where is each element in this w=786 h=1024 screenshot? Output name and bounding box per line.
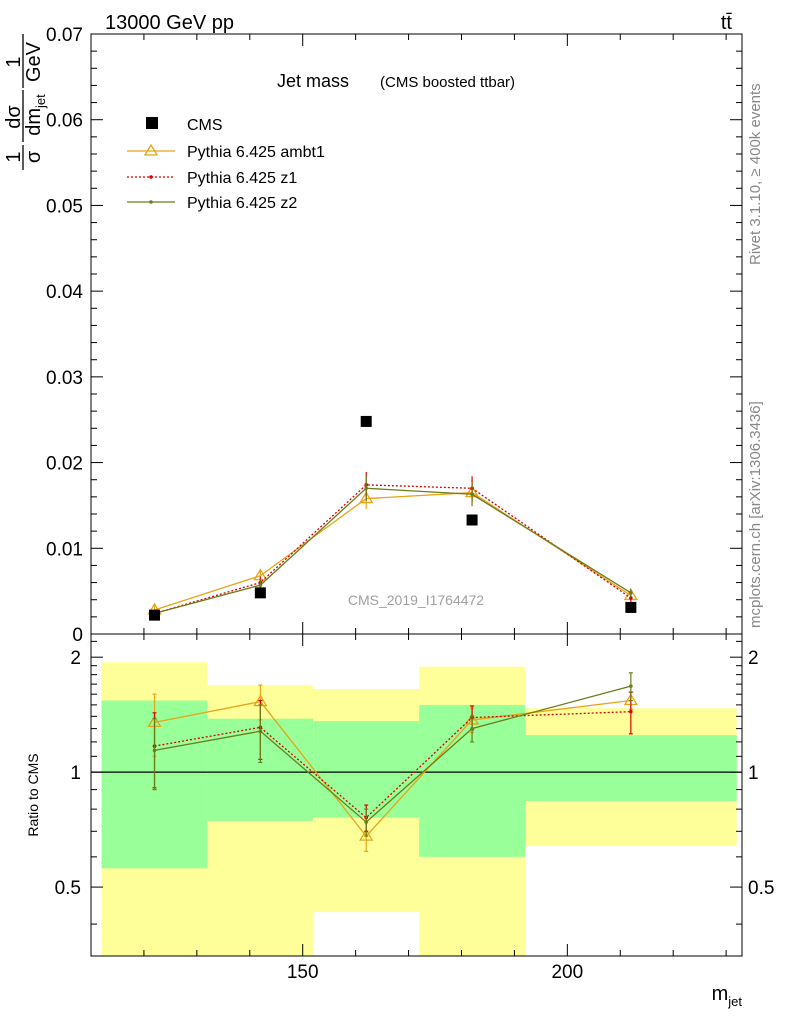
series-line-z1 [154, 484, 632, 615]
main-y-tick-label: 0 [72, 625, 83, 646]
point-z2 [258, 583, 263, 587]
energy-label: 13000 GeV pp [105, 12, 234, 34]
point-cms [625, 601, 637, 613]
legend-marker-z1 [149, 175, 153, 179]
point-z1 [629, 596, 633, 600]
ratio-point-z2 [364, 820, 369, 824]
ratio-point-z1 [629, 709, 633, 714]
ratio-point-z2 [470, 726, 474, 731]
x-axis-label: mjet [712, 983, 743, 1009]
point-ambt1 [359, 491, 374, 504]
svg-text:dmjet: dmjet [23, 94, 48, 136]
process-label: tt̄ [721, 12, 733, 34]
legend-marker-z2 [149, 200, 153, 204]
legend-marker-cms [146, 117, 158, 129]
main-y-tick-label: 0.04 [46, 282, 83, 303]
ratio-plot-panel: 0.5 0.5 1 1 2 2 150 200 Ratio to CMS mjet [25, 633, 774, 1009]
chart-title: Jet mass [277, 71, 349, 91]
legend: CMS Pythia 6.425 ambt1 Pythia 6.425 z1 P… [127, 117, 325, 212]
band-green [313, 721, 420, 818]
point-cms [466, 514, 478, 526]
main-y-tick-label: 0.03 [46, 368, 83, 389]
ratio-data-layer [91, 662, 742, 956]
main-axis-ticks: 0 0.01 0.02 0.03 0.04 0.05 0.06 0.07 [46, 25, 742, 646]
legend-label-cms: CMS [187, 117, 223, 134]
x-tick-label: 150 [287, 962, 319, 983]
main-y-tick-label: 0.06 [46, 111, 83, 132]
ratio-y-tick-label: 0.5 [55, 878, 81, 899]
ratio-point-z2 [258, 729, 263, 733]
main-plot-panel: 0 0.01 0.02 0.03 0.04 0.05 0.06 0.07 CMS_2019_I… [3, 25, 743, 646]
ratio-point-z2 [152, 748, 157, 753]
mcplots-label: mcplots.cern.ch [arXiv:1306.3436] [747, 401, 764, 628]
main-data-layer [147, 415, 639, 621]
svg-text:1: 1 [3, 56, 25, 67]
legend-marker-ambt1 [143, 143, 159, 156]
point-cms [360, 415, 372, 427]
main-y-tick-label: 0.01 [46, 539, 83, 560]
rivet-label: Rivet 3.1.10, ≥ 400k events [747, 83, 764, 265]
band-green [525, 735, 737, 802]
x-tick-label: 200 [551, 962, 583, 983]
point-z2 [629, 591, 633, 595]
legend-label-z2: Pythia 6.425 z2 [187, 195, 297, 212]
ratio-y-tick-label-right: 0.5 [748, 878, 774, 899]
ratio-y-tick-label: 1 [70, 763, 81, 784]
ratio-y-tick-label-right: 2 [748, 648, 759, 669]
main-y-tick-label: 0.07 [46, 25, 83, 46]
ratio-point-ambt1 [359, 828, 374, 841]
point-cms [149, 609, 161, 621]
legend-label-z1: Pythia 6.425 z1 [187, 170, 297, 187]
ratio-y-tick-label-right: 1 [748, 763, 759, 784]
ratio-y-tick-label: 2 [70, 648, 81, 669]
svg-text:GeV: GeV [23, 41, 45, 82]
svg-text:dσ: dσ [3, 105, 25, 129]
ratio-y-axis-label: Ratio to CMS [25, 753, 41, 836]
point-z2 [364, 486, 369, 491]
ratio-point-z2 [629, 684, 633, 688]
ratio-line-z1 [154, 711, 631, 819]
point-z2 [470, 492, 474, 497]
point-cms [254, 587, 266, 599]
chart-subtitle: (CMS boosted ttbar) [380, 74, 515, 91]
legend-label-ambt1: Pythia 6.425 ambt1 [187, 144, 325, 161]
svg-text:σ: σ [23, 150, 45, 163]
main-y-axis-label: 1 σ dσ dmjet 1 GeV [3, 34, 48, 170]
main-y-tick-label: 0.02 [46, 454, 83, 475]
main-y-tick-label: 0.05 [46, 196, 83, 217]
svg-text:1: 1 [3, 151, 25, 162]
ratio-axis-ticks: 0.5 0.5 1 1 2 2 150 200 [55, 634, 774, 983]
analysis-watermark: CMS_2019_I1764472 [348, 592, 484, 608]
ratio-plot-frame [90, 633, 743, 957]
